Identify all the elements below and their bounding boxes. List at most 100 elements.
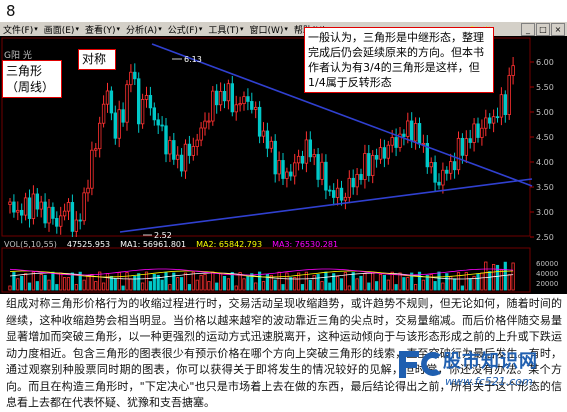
volume-bar [363, 273, 367, 291]
candlestick-chart[interactable]: 6.00 5.50 5.00 4.50 4.00 3.50 3.00 2.50 60000 400… [0, 22, 567, 294]
fc-logo-icon [399, 351, 441, 378]
menu-file-label: 文件(F) [3, 25, 34, 36]
volume-bar [378, 273, 383, 291]
candle-body [78, 219, 82, 222]
candle-body [472, 123, 476, 143]
volume-bar [238, 272, 242, 291]
volume-bar [398, 272, 402, 291]
candle-body [242, 96, 246, 104]
y-tick-label: 5.00 [536, 108, 554, 117]
stock-chart-window[interactable]: 文件(F) ▾ 画面(E) ▾ 查看(Y) ▾ 分析(A) ▾ 公式(F) ▾ 工具(T) ▾ 窗口(W… [0, 22, 567, 294]
volume-bar [94, 281, 98, 291]
candle-body [31, 193, 36, 219]
volume-bar [285, 272, 289, 291]
candle-body [187, 143, 192, 156]
volume-bar [437, 271, 441, 291]
volume-indicator-2: MA1: 56961.801 [120, 240, 187, 249]
menu-window[interactable]: 窗口(W) ▾ [246, 22, 290, 36]
candle-body [394, 137, 398, 148]
volume-bar [113, 278, 117, 291]
candle-body [335, 187, 340, 198]
explanation-note: 一般认为，三角形是中继形态，整理 完成后仍会延续原来的方向。但本书 作者认为有3… [304, 27, 494, 93]
candle-body [148, 95, 153, 109]
candle-body [363, 153, 367, 180]
candle-body [316, 154, 320, 180]
candle-body [487, 117, 492, 124]
volume-bar [265, 273, 270, 291]
candle-body [308, 139, 312, 158]
volume-bar [406, 277, 410, 291]
candle-body [23, 197, 28, 216]
watermark-title: 股市知识网 [443, 351, 538, 372]
volume-bar [191, 271, 195, 291]
candle-body [98, 122, 102, 150]
volume-bar [109, 275, 113, 291]
menu-tools[interactable]: 工具(T) ▾ [205, 22, 246, 36]
volume-bar [281, 284, 285, 291]
volume-bar [347, 285, 351, 291]
candle-body [144, 95, 149, 100]
close-button[interactable]: × [551, 23, 565, 36]
volume-bar [429, 274, 433, 291]
candle-body [292, 162, 297, 177]
volume-bar [43, 274, 47, 291]
candle-body [117, 109, 121, 139]
candle-body [234, 104, 238, 113]
y-tick-label: 5.50 [536, 83, 554, 92]
volume-bar [183, 272, 188, 291]
candle-body [437, 181, 441, 186]
menu-file[interactable]: 文件(F) ▾ [0, 22, 41, 36]
candle-body [398, 133, 402, 148]
volume-bar [8, 285, 12, 291]
volume-bar [172, 272, 176, 291]
candle-body [179, 154, 184, 172]
volume-bar [339, 278, 344, 291]
candle-body [82, 192, 86, 222]
volume-bar [456, 272, 461, 291]
volume-bar [215, 282, 219, 291]
volume-bar [250, 273, 254, 291]
candle-body [101, 103, 106, 124]
volume-bar [296, 272, 301, 291]
candle-body [246, 96, 250, 102]
volume-bar [242, 278, 246, 291]
candle-body [359, 173, 363, 180]
triangle-lower-trendline [119, 178, 533, 233]
volume-bar [511, 262, 515, 291]
menu-analysis[interactable]: 分析(A) ▾ [123, 22, 165, 36]
volume-bar [324, 271, 328, 291]
candle-body [456, 137, 461, 171]
volume-tick-label: 40000 [536, 270, 558, 278]
candle-body [499, 94, 504, 118]
candle-body [425, 142, 429, 168]
triangle-upper-trendline [151, 43, 533, 187]
candle-body [47, 206, 51, 224]
candle-body [39, 201, 43, 210]
candle-body [70, 202, 75, 232]
candle-body [484, 117, 488, 129]
candle-body [261, 130, 266, 137]
volume-bar [176, 277, 180, 291]
maximize-button[interactable]: □ [536, 23, 550, 36]
candle-body [370, 155, 375, 176]
volume-bar [70, 272, 74, 291]
menu-view[interactable]: 画面(E) ▾ [41, 22, 82, 36]
price-high-label: 6.13 [184, 55, 202, 64]
volume-indicator-0: VOL(5,10,55) [4, 240, 57, 249]
candle-body [133, 71, 137, 80]
candle-body [207, 120, 211, 123]
candle-body [417, 123, 422, 145]
volume-bar [355, 278, 359, 291]
dropdown-arrow-icon: ▾ [198, 25, 203, 33]
volume-bar [102, 282, 106, 291]
candle-body [35, 193, 39, 210]
candle-body [464, 138, 468, 156]
candle-body [62, 210, 67, 217]
menu-look[interactable]: 查看(Y) ▾ [82, 22, 123, 36]
menu-formula[interactable]: 公式(F) ▾ [165, 22, 206, 36]
candle-body [491, 116, 496, 124]
candle-body [406, 120, 410, 137]
volume-bar [234, 285, 238, 291]
volume-bar [273, 279, 277, 291]
minimize-button[interactable]: _ [521, 23, 535, 36]
